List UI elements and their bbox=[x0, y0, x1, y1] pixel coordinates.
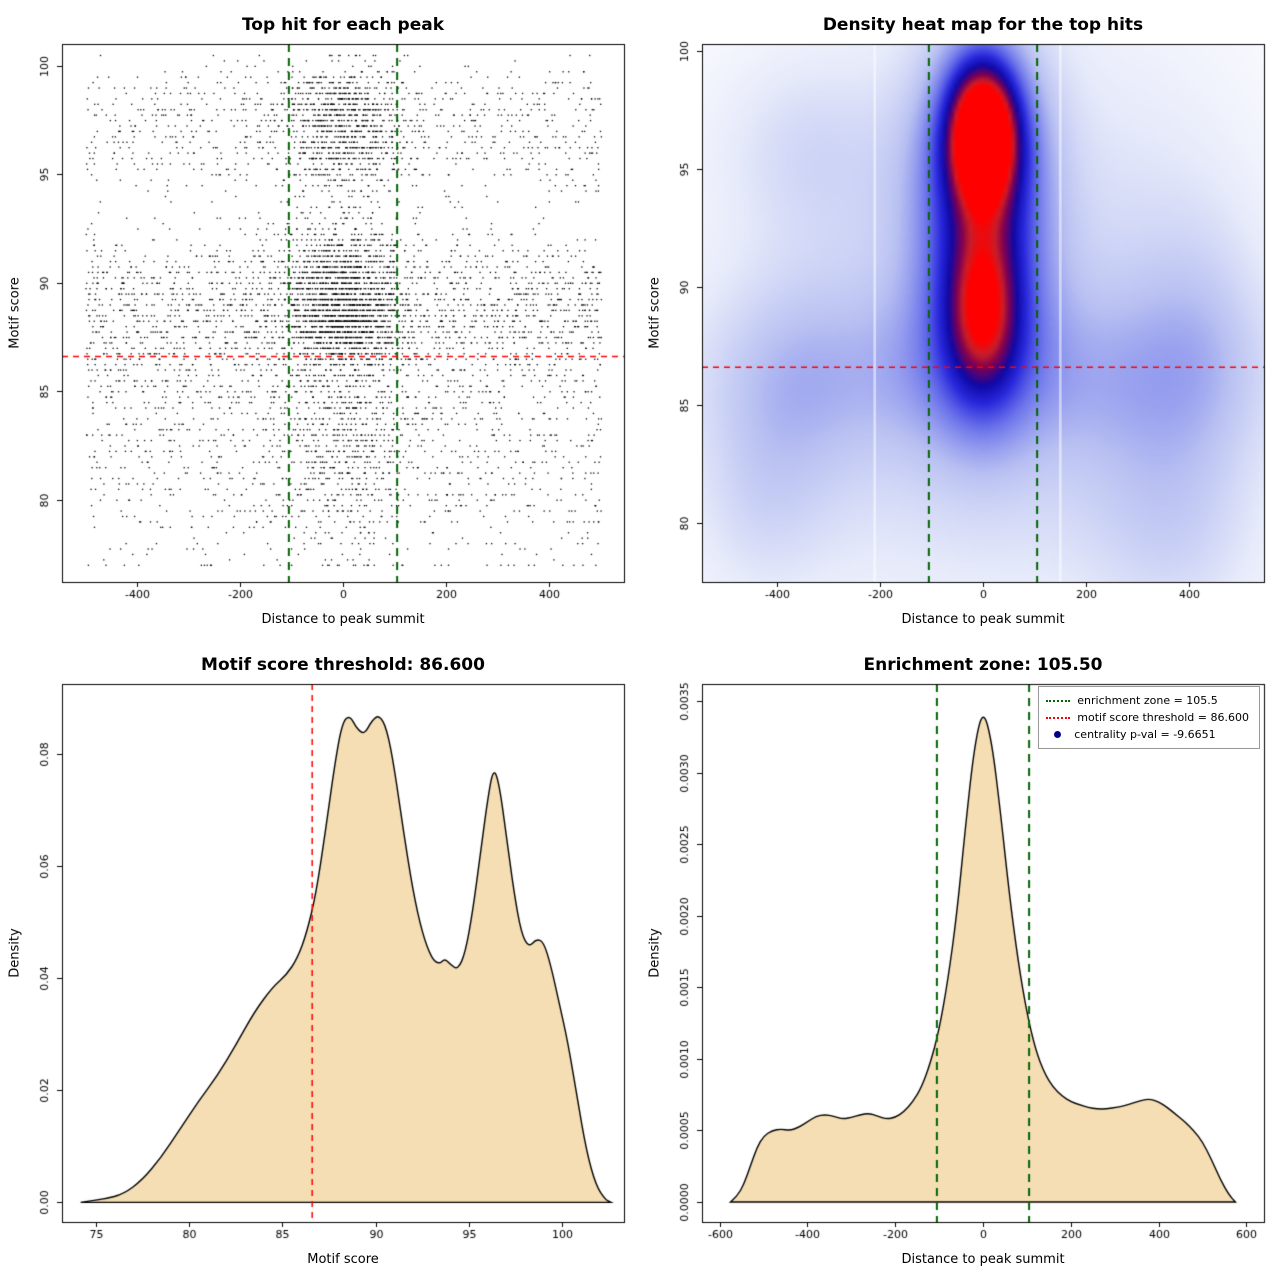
enrichment-ylabel: Density bbox=[647, 928, 663, 978]
legend: enrichment zone = 105.5 motif score thre… bbox=[1038, 686, 1260, 749]
centrality-pvalue-dot-icon bbox=[1054, 731, 1062, 738]
heatmap-title: Density heat map for the top hits bbox=[822, 15, 1144, 35]
legend-label-enrichment-zone: enrichment zone = 105.5 bbox=[1077, 694, 1218, 707]
panel-motif-score-density: Motif score threshold: 86.600 Motif scor… bbox=[0, 640, 640, 1280]
heatmap-ylabel: Motif score bbox=[647, 277, 663, 349]
heatmap-xlabel: Distance to peak summit bbox=[901, 612, 1065, 627]
panel-enrichment-zone-density: Enrichment zone: 105.50 Distance to peak… bbox=[640, 640, 1280, 1280]
scatter-ylabel: Motif score bbox=[7, 277, 23, 349]
panel-density-heatmap: Density heat map for the top hits Distan… bbox=[640, 0, 1280, 640]
motif-threshold-line-icon bbox=[1046, 716, 1071, 719]
scatter-canvas bbox=[0, 0, 640, 640]
legend-label-pvalue: centrality p-val = -9.6651 bbox=[1074, 728, 1216, 741]
legend-label-threshold: motif score threshold = 86.600 bbox=[1077, 711, 1249, 724]
motif-density-title: Motif score threshold: 86.600 bbox=[201, 655, 485, 675]
legend-item-pvalue: centrality p-val = -9.6651 bbox=[1046, 726, 1249, 743]
scatter-title: Top hit for each peak bbox=[241, 15, 445, 35]
motif-density-ylabel: Density bbox=[7, 928, 23, 978]
heatmap-canvas bbox=[640, 0, 1280, 640]
motif-density-xlabel: Motif score bbox=[307, 1252, 379, 1267]
motif-density-canvas bbox=[0, 640, 640, 1280]
enrichment-xlabel: Distance to peak summit bbox=[901, 1252, 1065, 1267]
legend-item-enrichment-zone: enrichment zone = 105.5 bbox=[1046, 692, 1249, 709]
legend-item-threshold: motif score threshold = 86.600 bbox=[1046, 709, 1249, 726]
panel-top-hits-scatter: Top hit for each peak Distance to peak s… bbox=[0, 0, 640, 640]
scatter-xlabel: Distance to peak summit bbox=[261, 612, 425, 627]
enrichment-zone-line-icon bbox=[1046, 699, 1071, 702]
enrichment-title: Enrichment zone: 105.50 bbox=[863, 655, 1103, 675]
